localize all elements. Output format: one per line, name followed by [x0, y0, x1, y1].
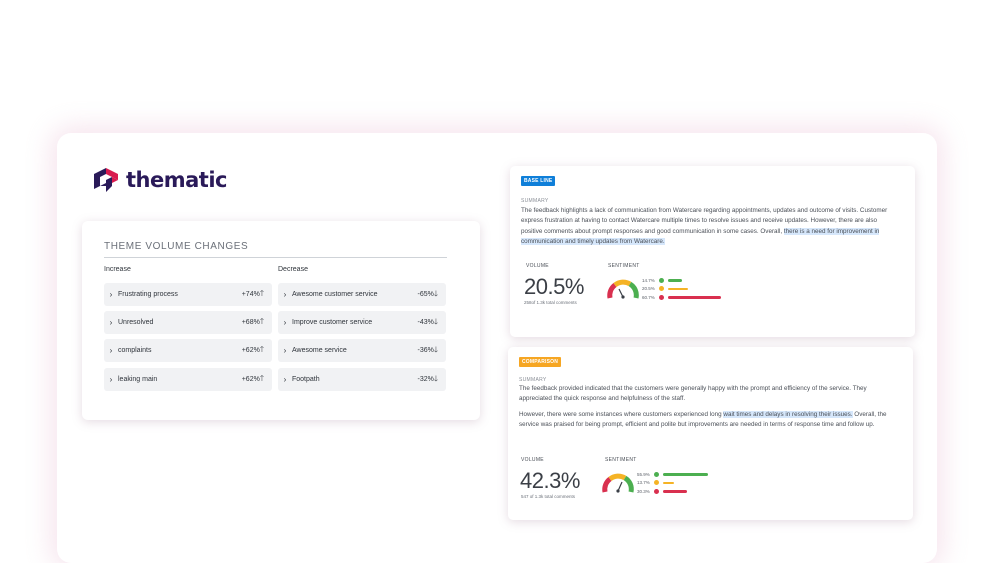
negative-bar — [668, 296, 721, 299]
chevron-right-icon: › — [283, 346, 287, 355]
arrow-up-icon: 🡑 — [259, 344, 264, 354]
theme-change: -36%🡓 — [417, 344, 438, 354]
theme-label: Awesome customer service — [292, 291, 378, 298]
neutral-bar — [663, 481, 674, 484]
theme-label: leaking main — [118, 376, 158, 383]
volume-subtext: 258of 1.3k total comments — [524, 300, 577, 305]
chevron-right-icon: › — [283, 318, 287, 327]
theme-change: +62%🡑 — [241, 373, 264, 383]
sentiment-gauge — [607, 279, 639, 299]
volume-label: VOLUME — [526, 263, 549, 269]
increase-row[interactable]: › Frustrating process +74%🡑 — [104, 283, 272, 306]
theme-change: -65%🡓 — [417, 288, 438, 298]
neutral-dot — [654, 480, 659, 486]
theme-label: Unresolved — [118, 319, 154, 326]
theme-volume-title: THEME VOLUME CHANGES — [104, 241, 249, 252]
negative-bar — [663, 490, 687, 493]
increase-row[interactable]: › complaints +62%🡑 — [104, 339, 272, 362]
arrow-down-icon: 🡓 — [433, 316, 438, 326]
positive-bar — [663, 473, 708, 476]
sentiment-gauge — [602, 473, 634, 493]
increase-row[interactable]: › Unresolved +68%🡑 — [104, 311, 272, 334]
decrease-row[interactable]: › Awesome customer service -65%🡓 — [278, 283, 446, 306]
arrow-down-icon: 🡓 — [433, 373, 438, 383]
baseline-summary-card: BASE LINE SUMMARY The feedback highlight… — [510, 166, 915, 337]
volume-label: VOLUME — [521, 457, 544, 463]
negative-dot — [654, 488, 659, 494]
theme-change: -32%🡓 — [417, 373, 438, 383]
sentiment-bar-row: 30.3% — [637, 487, 708, 496]
theme-label: Footpath — [292, 376, 320, 383]
arrow-down-icon: 🡓 — [433, 344, 438, 354]
title-divider — [104, 257, 447, 258]
decrease-header: Decrease — [278, 266, 308, 273]
theme-change: +68%🡑 — [241, 316, 264, 326]
theme-label: complaints — [118, 347, 152, 354]
sentiment-bar-row: 20.5% — [642, 285, 721, 294]
decrease-row[interactable]: › Footpath -32%🡓 — [278, 368, 446, 391]
sentiment-label: SENTIMENT — [608, 263, 640, 269]
decrease-row[interactable]: › Awesome service -36%🡓 — [278, 339, 446, 362]
positive-dot — [659, 277, 664, 283]
sentiment-bars: 14.7% 20.5% 60.7% — [642, 276, 721, 302]
comparison-summary-card: COMPARISON SUMMARY The feedback provided… — [508, 347, 913, 520]
arrow-up-icon: 🡑 — [259, 288, 264, 298]
chevron-right-icon: › — [283, 290, 287, 299]
sentiment-bar-row: 55.9% — [637, 470, 708, 479]
summary-highlight: wait times and delays in resolving their… — [723, 410, 853, 418]
sentiment-bar-row: 60.7% — [642, 293, 721, 302]
theme-change: +62%🡑 — [241, 344, 264, 354]
thematic-logo-icon — [94, 168, 118, 192]
theme-volume-changes-card: THEME VOLUME CHANGES Increase Decrease ›… — [82, 221, 480, 420]
summary-paragraph-2: However, there were some instances where… — [519, 410, 887, 428]
volume-subtext: 547 of 1.3k total comments — [521, 494, 576, 499]
arrow-down-icon: 🡓 — [433, 288, 438, 298]
increase-header: Increase — [104, 266, 131, 273]
comparison-tag: COMPARISON — [519, 357, 562, 367]
theme-label: Improve customer service — [292, 319, 373, 326]
chevron-right-icon: › — [283, 375, 287, 384]
neutral-bar — [668, 287, 688, 290]
arrow-up-icon: 🡑 — [259, 373, 264, 383]
summary-label: SUMMARY — [519, 377, 547, 383]
chevron-right-icon: › — [109, 290, 113, 299]
summary-label: SUMMARY — [521, 198, 549, 204]
baseline-tag: BASE LINE — [521, 176, 556, 186]
arrow-up-icon: 🡑 — [259, 316, 264, 326]
volume-value: 20.5% — [524, 274, 584, 299]
neutral-dot — [659, 286, 664, 292]
summary-text: The feedback provided indicated that the… — [519, 384, 889, 430]
positive-dot — [654, 471, 659, 477]
decrease-row[interactable]: › Improve customer service -43%🡓 — [278, 311, 446, 334]
increase-row[interactable]: › leaking main +62%🡑 — [104, 368, 272, 391]
summary-text: The feedback highlights a lack of commun… — [521, 207, 888, 245]
brand-name: thematic — [126, 168, 227, 192]
theme-label: Frustrating process — [118, 291, 178, 298]
theme-change: -43%🡓 — [417, 316, 438, 326]
volume-value: 42.3% — [520, 468, 580, 493]
thematic-logo: thematic — [92, 166, 227, 194]
sentiment-bar-row: 14.7% — [642, 276, 721, 285]
negative-dot — [659, 294, 664, 300]
summary-paragraph-1: The feedback provided indicated that the… — [519, 385, 867, 403]
chevron-right-icon: › — [109, 318, 113, 327]
chevron-right-icon: › — [109, 346, 113, 355]
theme-label: Awesome service — [292, 347, 347, 354]
chevron-right-icon: › — [109, 375, 113, 384]
sentiment-bars: 55.9% 13.7% 30.3% — [637, 470, 708, 496]
theme-change: +74%🡑 — [241, 288, 264, 298]
sentiment-bar-row: 13.7% — [637, 479, 708, 488]
sentiment-label: SENTIMENT — [605, 457, 637, 463]
positive-bar — [668, 279, 682, 282]
